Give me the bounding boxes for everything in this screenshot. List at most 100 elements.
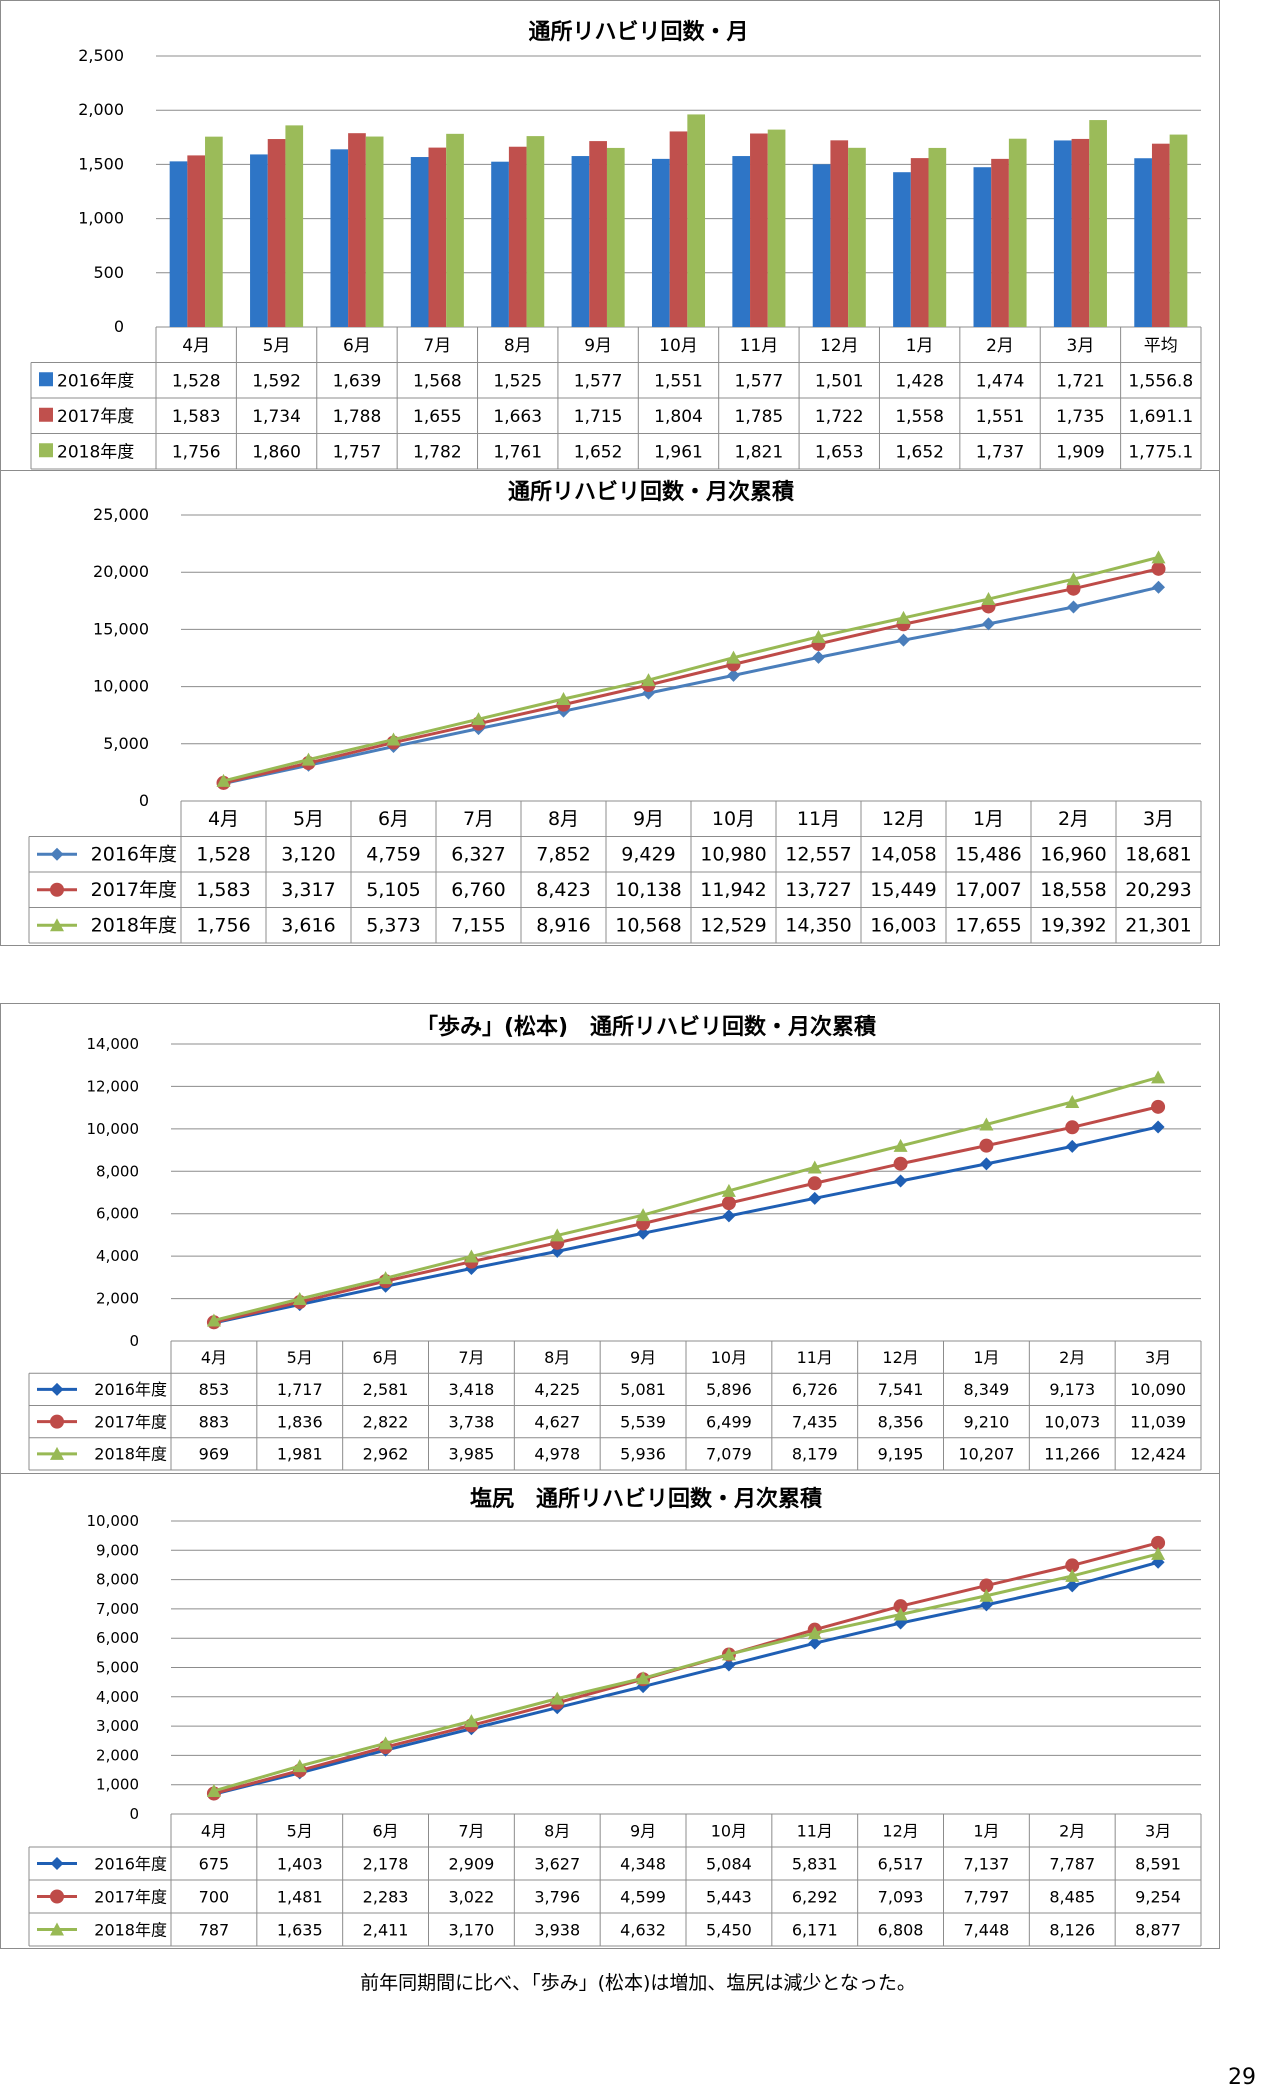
data-label: 1,528 bbox=[196, 844, 250, 866]
data-label: 853 bbox=[199, 1380, 230, 1399]
x-category-label: 5月 bbox=[293, 808, 324, 830]
data-label: 1,804 bbox=[654, 407, 703, 427]
bar bbox=[267, 139, 286, 327]
x-category-label: 1月 bbox=[973, 1348, 999, 1367]
data-label: 1,583 bbox=[172, 407, 221, 427]
series-line bbox=[223, 555, 1159, 783]
y-tick-label: 2,000 bbox=[78, 100, 124, 119]
data-point bbox=[378, 1736, 393, 1750]
data-label: 6,808 bbox=[878, 1920, 924, 1939]
bar bbox=[928, 147, 947, 327]
x-category-label: 1月 bbox=[906, 336, 934, 356]
x-category-label: 5月 bbox=[263, 336, 291, 356]
data-label: 4,599 bbox=[620, 1887, 666, 1906]
y-tick-label: 0 bbox=[129, 1332, 139, 1350]
data-label: 6,499 bbox=[706, 1412, 752, 1431]
data-point bbox=[1065, 1568, 1080, 1582]
data-label: 8,349 bbox=[964, 1380, 1010, 1399]
y-tick-label: 10,000 bbox=[93, 677, 149, 696]
data-label: 7,093 bbox=[878, 1887, 924, 1906]
data-label: 14,058 bbox=[870, 844, 936, 866]
data-point bbox=[292, 1759, 307, 1773]
chart-panel-ayumi: 「歩み」(松本) 通所リハビリ回数・月次累積 0 2,000 4,000 6,000 8,… bbox=[0, 1003, 1220, 1475]
data-point bbox=[378, 1271, 393, 1285]
bar bbox=[651, 158, 670, 327]
x-category-label: 2月 bbox=[1058, 808, 1089, 830]
data-label: 1,577 bbox=[574, 372, 623, 392]
data-point bbox=[1151, 1546, 1166, 1560]
data-label: 4,348 bbox=[620, 1854, 666, 1873]
x-category-label: 8月 bbox=[504, 336, 532, 356]
legend-swatch bbox=[39, 407, 53, 422]
data-label: 3,317 bbox=[281, 879, 335, 901]
y-tick-label: 6,000 bbox=[96, 1629, 139, 1647]
data-label: 7,155 bbox=[451, 915, 505, 937]
data-point bbox=[292, 1291, 307, 1305]
data-label: 12,529 bbox=[700, 915, 766, 937]
data-label: 10,090 bbox=[1130, 1380, 1186, 1399]
bar bbox=[187, 155, 206, 327]
footnote: 前年同期間に比べ、「歩み」(松本)は増加、塩尻は減少となった。 bbox=[360, 1972, 916, 1994]
data-label: 787 bbox=[199, 1920, 230, 1939]
x-category-label: 2月 bbox=[1059, 1348, 1085, 1367]
data-label: 1,592 bbox=[252, 372, 301, 392]
legend-label: 2017年度 bbox=[94, 1412, 167, 1431]
bar bbox=[848, 147, 866, 327]
bar bbox=[1134, 158, 1152, 327]
data-point bbox=[808, 1636, 822, 1650]
data-label: 17,655 bbox=[955, 915, 1021, 937]
bar bbox=[1151, 143, 1170, 327]
y-tick-label: 15,000 bbox=[93, 619, 149, 638]
data-point bbox=[1151, 1099, 1166, 1114]
x-category-label: 8月 bbox=[544, 1348, 570, 1367]
x-category-label: 5月 bbox=[287, 1821, 313, 1840]
data-label: 19,392 bbox=[1040, 915, 1106, 937]
data-label: 15,449 bbox=[870, 879, 936, 901]
data-point bbox=[981, 592, 996, 606]
x-category-label: 3月 bbox=[1145, 1348, 1171, 1367]
data-point bbox=[216, 773, 231, 787]
data-label: 1,715 bbox=[574, 407, 623, 427]
data-label: 1,635 bbox=[277, 1920, 323, 1939]
data-label: 5,831 bbox=[792, 1854, 838, 1873]
x-category-label: 8月 bbox=[548, 808, 579, 830]
data-label: 18,558 bbox=[1040, 879, 1106, 901]
x-category-label: 8月 bbox=[544, 1821, 570, 1840]
data-point bbox=[556, 692, 571, 706]
data-label: 2,581 bbox=[363, 1380, 409, 1399]
x-category-label: 6月 bbox=[372, 1821, 398, 1840]
data-point bbox=[386, 732, 401, 746]
y-tick-label: 8,000 bbox=[96, 1571, 139, 1589]
y-tick-label: 8,000 bbox=[96, 1162, 139, 1180]
legend-marker bbox=[50, 1889, 64, 1904]
x-category-label: 11月 bbox=[797, 1348, 833, 1367]
data-point bbox=[301, 752, 316, 766]
x-category-label: 2月 bbox=[1059, 1821, 1085, 1840]
x-category-label: 12月 bbox=[820, 336, 859, 356]
data-label: 700 bbox=[199, 1887, 230, 1906]
legend-marker bbox=[50, 1414, 64, 1429]
bar bbox=[830, 140, 849, 327]
data-label: 12,424 bbox=[1130, 1445, 1186, 1464]
data-point bbox=[206, 1783, 221, 1797]
data-point bbox=[727, 668, 740, 682]
x-category-label: 12月 bbox=[882, 1348, 918, 1367]
data-label: 7,787 bbox=[1049, 1854, 1095, 1873]
data-label: 7,797 bbox=[964, 1887, 1010, 1906]
data-label: 3,120 bbox=[281, 844, 335, 866]
legend-marker bbox=[50, 1922, 64, 1936]
data-point bbox=[636, 1671, 651, 1685]
monthly-bar-chart: 通所リハビリ回数・月 0 500 1,000 1,500 2,000 2,500 4月 5月 6月… bbox=[30, 19, 1202, 470]
chart-panel-cumulative: 通所リハビリ回数・月次累積 0 5,000 10,000 15,000 20,000 25,… bbox=[0, 470, 1220, 946]
data-label: 1,501 bbox=[815, 372, 864, 392]
data-label: 3,616 bbox=[281, 915, 335, 937]
x-category-label: 7月 bbox=[463, 808, 494, 830]
y-tick-label: 4,000 bbox=[96, 1688, 139, 1706]
bar bbox=[571, 156, 590, 327]
x-category-label: 9月 bbox=[630, 1821, 656, 1840]
data-label: 1,734 bbox=[252, 407, 301, 427]
bar bbox=[330, 149, 349, 327]
data-label: 1,403 bbox=[277, 1854, 323, 1873]
data-point bbox=[979, 1117, 994, 1131]
data-point bbox=[1065, 1120, 1080, 1135]
